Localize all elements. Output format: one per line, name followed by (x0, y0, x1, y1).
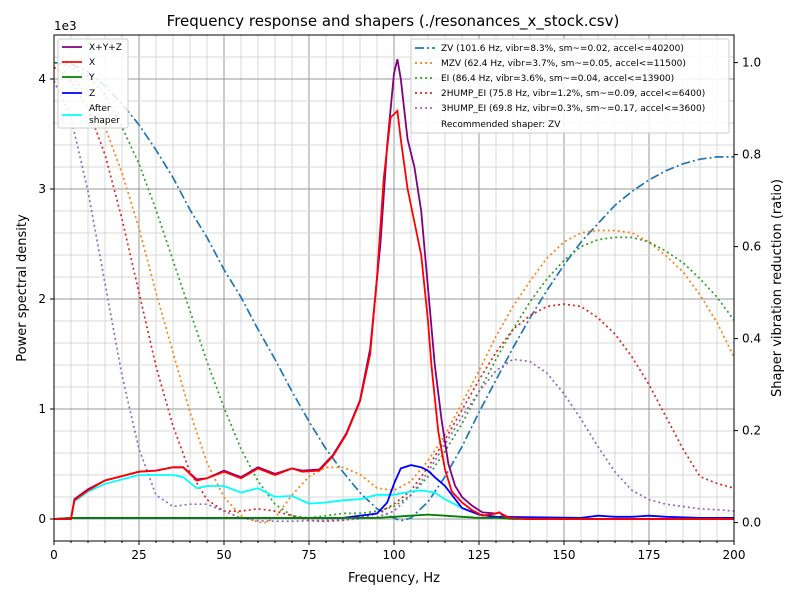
x-tick-label: 0 (50, 548, 58, 562)
x-tick-label: 75 (301, 548, 316, 562)
psd-line-after-shaper (54, 474, 734, 520)
legend-right-label: 2HUMP_EI (75.8 Hz, vibr=1.2%, sm~=0.09, … (441, 89, 705, 99)
shaper-line-mzv (54, 66, 734, 524)
legend-right-box (410, 38, 730, 134)
x-tick-label: 200 (723, 548, 746, 562)
y-tick-label: 0 (38, 512, 46, 526)
x-tick-label: 50 (216, 548, 231, 562)
legend-right: ZV (101.6 Hz, vibr=8.3%, sm~=0.02, accel… (410, 38, 730, 134)
chart-title: Frequency response and shapers (./resona… (167, 12, 620, 31)
y-tick-label: 3 (38, 182, 46, 196)
x-tick-label: 125 (468, 548, 491, 562)
legend-left-label: After (89, 104, 111, 114)
y-offset-text: 1e3 (54, 19, 77, 33)
x-tick-label: 150 (553, 548, 576, 562)
legend-left-label: Z (89, 89, 95, 99)
legend-left-label: X+Y+Z (89, 43, 122, 53)
psd-lines (54, 58, 734, 520)
x-axis-label: Frequency, Hz (348, 571, 440, 586)
x-tick-label: 175 (638, 548, 661, 562)
legend-recommended-label: Recommended shaper: ZV (441, 120, 561, 130)
legend-left-label: X (89, 58, 95, 68)
psd-line-z (54, 464, 734, 520)
y-axis-left: 0 1 2 3 4 (38, 72, 54, 526)
psd-line-y (54, 513, 734, 520)
x-axis: 0 25 50 75 100 125 150 175 200 (50, 541, 745, 562)
legend-right-label: EI (86.4 Hz, vibr=3.6%, sm~=0.04, accel<… (441, 74, 674, 84)
legend-left-label: shaper (89, 116, 120, 126)
y2-tick-label: 0.2 (742, 424, 761, 438)
x-tick-label: 25 (131, 548, 146, 562)
y-tick-label: 4 (38, 72, 46, 86)
x-tick-label: 100 (383, 548, 406, 562)
y2-tick-label: 0.0 (742, 516, 761, 530)
y-axis-right: 0.0 0.2 0.4 0.6 0.8 1.0 (734, 56, 761, 530)
legend-right-label: ZV (101.6 Hz, vibr=8.3%, sm~=0.02, accel… (441, 44, 684, 54)
y2-tick-label: 0.8 (742, 148, 761, 162)
y-axis-label: Power spectral density (15, 214, 30, 362)
legend-right-label: MZV (62.4 Hz, vibr=3.7%, sm~=0.05, accel… (441, 59, 686, 69)
psd-line-x (54, 108, 734, 520)
shaper-line-zv (54, 61, 734, 522)
plot-area (54, 58, 734, 524)
y2-axis-label: Shaper vibration reduction (ratio) (770, 179, 785, 397)
y2-tick-label: 0.4 (742, 332, 761, 346)
y2-tick-label: 0.6 (742, 240, 761, 254)
shaper-line-2hump_ei (54, 66, 734, 523)
y2-tick-label: 1.0 (742, 56, 761, 70)
shaper-lines (54, 61, 734, 524)
legend-left: X+Y+Z XYZ After shaper (57, 38, 129, 129)
legend-left-label: Y (88, 73, 95, 83)
legend-right-label: 3HUMP_EI (69.8 Hz, vibr=0.3%, sm~=0.17, … (441, 104, 705, 114)
y-tick-label: 2 (38, 292, 46, 306)
y-tick-label: 1 (38, 402, 46, 416)
shaper-line-3hump_ei (54, 80, 734, 523)
grid (54, 35, 734, 542)
